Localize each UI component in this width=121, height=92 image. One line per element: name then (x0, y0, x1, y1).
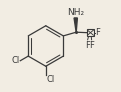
Text: F: F (89, 41, 94, 50)
Text: F: F (85, 41, 90, 50)
Text: NH₂: NH₂ (67, 8, 84, 17)
Text: Cl: Cl (46, 75, 54, 84)
Polygon shape (74, 18, 77, 32)
Text: F: F (95, 28, 100, 37)
Text: Cl: Cl (12, 56, 20, 65)
FancyBboxPatch shape (87, 30, 94, 36)
